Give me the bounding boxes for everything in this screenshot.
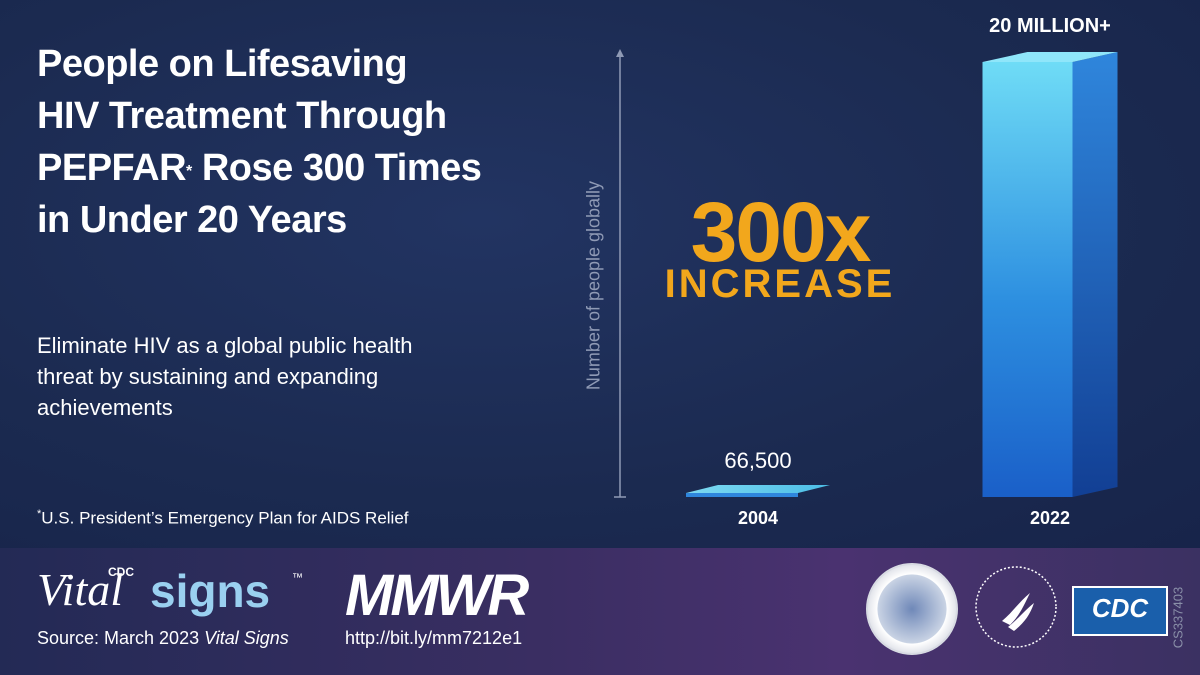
x-tick-label-2022: 2022 bbox=[1030, 508, 1070, 528]
vital-signs-logo-cdc: CDC bbox=[108, 565, 134, 579]
subtitle: Eliminate HIV as a global public health … bbox=[37, 333, 413, 420]
footnote-mark: * bbox=[37, 508, 42, 520]
title-line-3: PEPFAR* Rose 300 Times bbox=[37, 142, 557, 194]
data-label-2004: 66,500 bbox=[724, 448, 791, 473]
data-label-2022: 20 MILLION+ bbox=[989, 15, 1111, 37]
vital-signs-logo-signs: signs bbox=[150, 565, 271, 617]
cdc-logo-icon: CDC bbox=[1072, 586, 1168, 636]
increase-multiplier: 300x bbox=[690, 185, 872, 279]
footnote-text: U.S. President’s Emergency Plan for AIDS… bbox=[41, 508, 409, 528]
source-prefix: Source: March 2023 bbox=[37, 628, 205, 648]
bar-2022-top bbox=[982, 52, 1118, 62]
vital-signs-logo-vital: Vital bbox=[37, 564, 124, 615]
pepfar-seal-icon bbox=[866, 563, 958, 655]
title-asterisk: * bbox=[186, 163, 192, 180]
title-line-2: HIV Treatment Through bbox=[37, 95, 447, 137]
footnote: *U.S. President’s Emergency Plan for AID… bbox=[37, 508, 409, 529]
page-title: People on Lifesaving HIV Treatment Throu… bbox=[37, 38, 557, 246]
hhs-seal-icon bbox=[975, 566, 1057, 648]
bar-2004-edge bbox=[686, 493, 798, 497]
bar-2022 bbox=[982, 62, 1073, 497]
document-code: CS337403 bbox=[1170, 586, 1186, 649]
bar-chart: 66,500 2004 20 MILLION+ 2022 bbox=[614, 15, 1118, 528]
title-line-4: in Under 20 Years bbox=[37, 199, 347, 241]
title-line-1: People on Lifesaving bbox=[37, 43, 408, 85]
title-rose: Rose 300 Times bbox=[191, 147, 482, 189]
source-url[interactable]: http://bit.ly/mm7212e1 bbox=[345, 628, 523, 648]
increase-label: INCREASE bbox=[664, 262, 896, 306]
mmwr-logo: MMWR bbox=[345, 563, 529, 628]
source-italic: Vital Signs bbox=[204, 628, 289, 648]
bar-2004 bbox=[686, 485, 830, 493]
title-pepfar: PEPFAR bbox=[37, 147, 187, 189]
bar-2022-side bbox=[1072, 52, 1118, 497]
footer-band bbox=[0, 548, 1200, 675]
source-line: Source: March 2023 Vital Signs bbox=[37, 628, 289, 649]
vital-signs-trademark: ™ bbox=[292, 572, 303, 584]
x-tick-label-2004: 2004 bbox=[738, 508, 778, 528]
y-axis-arrow bbox=[616, 49, 624, 57]
